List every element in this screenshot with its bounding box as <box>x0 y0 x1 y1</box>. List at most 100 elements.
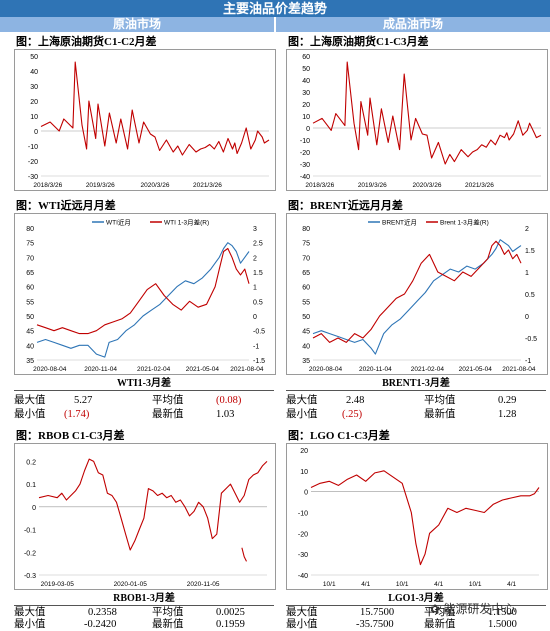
lgo-summary-title: LGO1-3月差 <box>388 593 444 604</box>
y2-tick-label: -1.5 <box>253 358 265 365</box>
y-tick-label: -10 <box>300 138 310 145</box>
x-tick-label: 2019/3/26 <box>358 182 387 189</box>
panel-title-lgo: 图：LGO C1-C3月差 <box>288 430 390 442</box>
divider <box>286 390 546 391</box>
series-line-1 <box>36 242 250 358</box>
series-line-2 <box>36 247 250 335</box>
y-tick-label: -30 <box>298 552 308 559</box>
y-tick-label: -20 <box>300 150 310 157</box>
x-tick-label: 2020-11-04 <box>84 366 117 373</box>
rbob-min-value: -0.2420 <box>84 619 117 630</box>
y-tick-label: -0.3 <box>24 573 36 580</box>
brent-max-label: 最大值 <box>286 395 318 406</box>
lgo-latest-label: 最新值 <box>424 619 456 630</box>
y-tick-label: 75 <box>302 241 310 248</box>
x-tick-label: 2018/3/26 <box>33 182 62 189</box>
series-line-1 <box>312 61 542 165</box>
y-tick-label: 70 <box>302 255 310 262</box>
y-tick-label: -10 <box>28 144 38 151</box>
x-tick-label: 4/1 <box>507 581 516 588</box>
y-tick-label: 30 <box>302 90 310 97</box>
wti-min-value: (1.74) <box>64 409 90 420</box>
rbob-max-value: 0.2358 <box>88 607 117 618</box>
lgo-avg-label: 平均值 <box>424 607 456 618</box>
x-tick-label: 2021-08-04 <box>502 366 536 373</box>
rbob-min-label: 最小值 <box>14 619 46 630</box>
y-tick-label: 65 <box>26 270 34 277</box>
panel-title-sc-c1c3: 图：上海原油期货C1-C3月差 <box>288 36 429 48</box>
y-tick-label: 45 <box>26 329 34 336</box>
crude-market-header: 原油市场 <box>0 17 274 32</box>
brent-avg-value: 0.29 <box>498 395 517 406</box>
watermark: ✿ 能源研发中心 <box>430 600 515 617</box>
x-tick-label: 2021-02-04 <box>137 366 171 373</box>
page-banner: 主要油品价差趋势 <box>0 0 550 17</box>
y2-tick-label: 2 <box>525 226 529 233</box>
y-tick-label: 60 <box>302 285 310 292</box>
x-tick-label: 2020-11-04 <box>359 366 392 373</box>
y-tick-label: 40 <box>26 343 34 350</box>
series-line-2 <box>241 547 247 562</box>
y-tick-label: -20 <box>28 159 38 166</box>
y-tick-label: -0.2 <box>24 550 36 557</box>
brent-latest-value: 1.28 <box>498 409 517 420</box>
y-tick-label: 80 <box>26 226 34 233</box>
series-line-2 <box>312 240 522 343</box>
x-tick-label: 4/1 <box>434 581 443 588</box>
y2-tick-label: -1 <box>253 343 259 350</box>
y-tick-label: 0.1 <box>26 482 36 489</box>
wti-summary-title: WTI1-3月差 <box>117 378 171 389</box>
x-tick-label: 4/1 <box>361 581 370 588</box>
x-tick-label: 2019-03-05 <box>41 581 75 588</box>
rbob-avg-value: 0.0025 <box>216 607 245 618</box>
brent-max-value: 2.48 <box>346 395 365 406</box>
lgo-max-value: 15.7500 <box>360 607 395 618</box>
lgo-min-value: -35.7500 <box>356 619 394 630</box>
x-tick-label: 2021-08-04 <box>230 366 264 373</box>
x-tick-label: 10/1 <box>323 581 336 588</box>
y2-tick-label: -0.5 <box>525 336 537 343</box>
y-tick-label: 50 <box>30 54 38 61</box>
x-tick-label: 2020-11-05 <box>187 581 220 588</box>
lgo-avg-value: 1.1500 <box>488 607 517 618</box>
y-tick-label: 35 <box>302 358 310 365</box>
y-tick-label: 20 <box>30 99 38 106</box>
y-tick-label: 60 <box>26 285 34 292</box>
lgo-max-label: 最大值 <box>286 607 318 618</box>
y-tick-label: 70 <box>26 255 34 262</box>
rbob-avg-label: 平均值 <box>152 607 184 618</box>
y-tick-label: 65 <box>302 270 310 277</box>
x-tick-label: 2020/3/26 <box>413 182 442 189</box>
y2-tick-label: 0.5 <box>253 299 263 306</box>
x-tick-label: 2020-01-05 <box>114 581 148 588</box>
y-tick-label: 20 <box>302 102 310 109</box>
wti-min-label: 最小值 <box>14 409 46 420</box>
y-tick-label: 50 <box>302 314 310 321</box>
chart-wti: 35 40 45 50 55 60 65 70 75 80 -1.5 -1 -0.5 0 0.5 1 1.5 2 2… <box>14 213 276 375</box>
y-tick-label: 0 <box>32 505 36 512</box>
y2-tick-label: 1.5 <box>525 248 535 255</box>
y2-tick-label: 1.5 <box>253 270 263 277</box>
wti-max-label: 最大值 <box>14 395 46 406</box>
chart-brent: 35 40 45 50 55 60 65 70 75 80 -1 -0.5 0 0.5 1 1.5 2 2020-… <box>286 213 548 375</box>
y2-tick-label: -0.5 <box>253 329 265 336</box>
chart-rbob: -0.3 -0.2 -0.1 0 0.1 0.2 2019-03-05 2020-01-05 2… <box>14 443 276 590</box>
divider <box>14 390 274 391</box>
rbob-max-label: 最大值 <box>14 607 46 618</box>
y-tick-label: 0 <box>34 129 38 136</box>
x-tick-label: 2021-05-04 <box>186 366 220 373</box>
chart-sc-c1c3: -40 -30 -20 -10 0 10 20 30 40 50 60 2018/3/26 2019/3… <box>286 49 548 191</box>
x-tick-label: 2019/3/26 <box>86 182 115 189</box>
x-tick-label: 2020/3/26 <box>141 182 170 189</box>
product-market-header: 成品油市场 <box>276 17 550 32</box>
legend-label: WTI近月 <box>106 218 131 227</box>
y-tick-label: 60 <box>302 54 310 61</box>
y-tick-label: 0 <box>304 490 308 497</box>
rbob-summary: RBOB1-3月差 最大值 0.2358 平均值 0.0025 最小值 -0.2… <box>14 593 274 630</box>
wti-latest-value: 1.03 <box>216 409 235 420</box>
y-tick-label: 45 <box>302 329 310 336</box>
lgo-summary: LGO1-3月差 最大值 15.7500 平均值 1.1500 最小值 -35.… <box>286 593 546 630</box>
x-tick-label: 2021-02-04 <box>411 366 445 373</box>
chart-sc-c1c2: -30 -20 -10 0 10 20 30 40 50 2018/3/26 2019/3/26 20… <box>14 49 276 191</box>
y2-tick-label: -1 <box>525 358 531 365</box>
